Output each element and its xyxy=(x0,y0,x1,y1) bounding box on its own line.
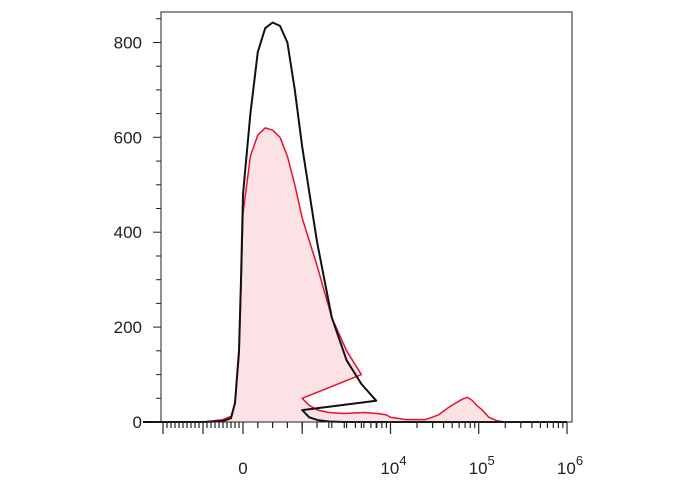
x-tick-label: 105 xyxy=(469,453,495,478)
y-tick-label: 800 xyxy=(114,34,142,53)
y-tick-label: 200 xyxy=(114,318,142,337)
series-1-area xyxy=(143,127,567,423)
y-tick-label: 600 xyxy=(114,128,142,147)
plot-frame xyxy=(160,11,573,423)
series-1-line xyxy=(143,127,567,423)
x-tick-label: 104 xyxy=(380,453,406,478)
plot-area xyxy=(143,21,567,423)
y-tick-label: 400 xyxy=(114,223,142,242)
y-axis: 0 200 400 600 800 xyxy=(114,18,161,432)
x-tick-label: 0 xyxy=(238,459,247,478)
x-tick-label: 106 xyxy=(557,453,583,478)
x-axis: 0 104 105 106 xyxy=(162,422,583,478)
series-0-line xyxy=(143,21,567,423)
y-tick-label: 0 xyxy=(133,413,142,432)
